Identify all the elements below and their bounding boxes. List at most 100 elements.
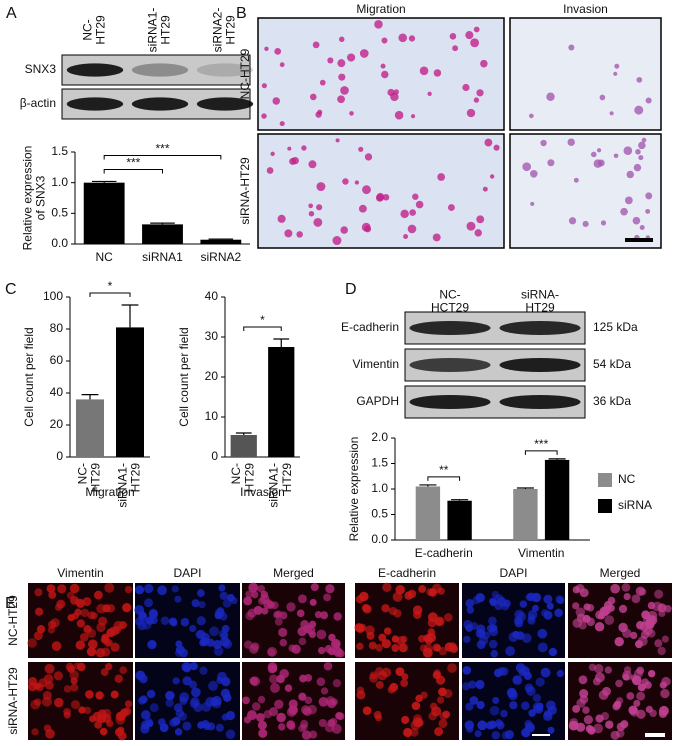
bar [76, 399, 104, 457]
cell [407, 224, 417, 234]
cell [44, 663, 55, 674]
cell [196, 616, 206, 626]
cell [273, 611, 281, 619]
error-bar [208, 238, 234, 240]
cell [117, 726, 125, 734]
error-bar [150, 222, 175, 225]
cell [34, 588, 43, 597]
cell [198, 601, 206, 609]
cell [318, 718, 327, 728]
row-label: SNX3 [25, 62, 57, 76]
cell [286, 720, 296, 730]
cell [505, 646, 516, 657]
blot-band [131, 97, 189, 111]
cell [408, 35, 416, 42]
cell [620, 720, 629, 729]
cell [572, 602, 580, 610]
cell [641, 137, 647, 143]
cell [70, 683, 79, 692]
y-tick-label: 40 [205, 289, 219, 303]
cell [527, 616, 536, 625]
cell [400, 635, 408, 643]
cell [53, 671, 64, 681]
cell [361, 603, 370, 612]
cell [220, 688, 231, 699]
cell [419, 66, 429, 76]
cell [291, 644, 301, 654]
cell [444, 613, 453, 622]
row-label: NC-HT29 [238, 48, 252, 99]
cell [590, 151, 597, 158]
cell [547, 726, 555, 734]
row-label: GAPDH [356, 394, 399, 408]
cell [296, 609, 305, 618]
cell [319, 79, 326, 86]
cell [521, 701, 530, 711]
cell [296, 231, 303, 238]
significance-bracket [243, 326, 282, 331]
bar [415, 486, 441, 540]
cell [320, 687, 329, 695]
cell [524, 683, 534, 693]
cell [470, 38, 480, 48]
cell [297, 626, 307, 637]
cell [300, 723, 308, 731]
error-bar [91, 180, 117, 183]
cell [639, 588, 647, 596]
significance-label: * [260, 313, 265, 327]
cell [412, 193, 419, 200]
cell [110, 642, 120, 652]
cell [411, 701, 421, 711]
cell [476, 700, 485, 710]
y-tick-label: 0.5 [371, 507, 388, 521]
bar [200, 239, 242, 244]
cell [159, 723, 169, 733]
cell [473, 26, 480, 33]
cell [436, 696, 445, 704]
cell [327, 57, 334, 64]
error-bar [235, 432, 252, 435]
column-label: Vimentin [57, 566, 103, 580]
cell [530, 201, 535, 206]
cell [578, 675, 588, 685]
cell [602, 605, 612, 615]
x-tick-label: NC-HT29 [229, 463, 256, 493]
cell [395, 667, 405, 677]
cell [332, 678, 342, 688]
y-tick-label: 20 [205, 369, 219, 383]
cell [438, 646, 448, 656]
cell [364, 225, 372, 233]
cell [104, 582, 115, 593]
cell [623, 146, 633, 155]
cell [482, 186, 488, 192]
cell [251, 702, 261, 711]
cell [182, 721, 192, 731]
cell [473, 97, 480, 103]
cell [595, 610, 605, 620]
error-bar [516, 487, 534, 489]
legend-label: siRNA [618, 498, 652, 512]
x-tick-label: Vimentin [518, 546, 564, 560]
cell [225, 729, 236, 740]
cell [409, 209, 416, 216]
blot-band [196, 97, 254, 111]
cell [419, 644, 428, 652]
cell [489, 705, 500, 716]
panel-label: A [6, 5, 17, 22]
cell [86, 647, 97, 657]
cell [398, 33, 408, 43]
cell [500, 709, 508, 718]
cell [330, 698, 338, 706]
cell [585, 724, 594, 733]
cell [554, 608, 563, 618]
cell [507, 688, 517, 698]
cell [219, 591, 228, 601]
cell [264, 46, 269, 52]
cell [145, 616, 155, 625]
cell [171, 585, 179, 593]
cell [598, 690, 609, 700]
cell [54, 697, 64, 708]
cell [658, 609, 666, 618]
blot-band [499, 394, 581, 410]
cell [248, 582, 259, 593]
